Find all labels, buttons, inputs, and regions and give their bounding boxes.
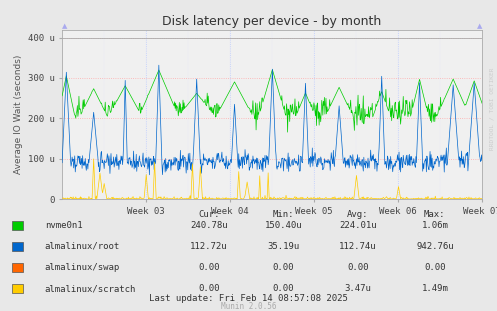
Text: 0.00: 0.00 [198, 284, 220, 293]
Text: Min:: Min: [272, 210, 294, 219]
Text: 35.19u: 35.19u [267, 242, 299, 251]
Text: 0.00: 0.00 [272, 263, 294, 272]
Text: Last update: Fri Feb 14 08:57:08 2025: Last update: Fri Feb 14 08:57:08 2025 [149, 294, 348, 303]
Text: ▲: ▲ [62, 24, 68, 30]
Text: 240.78u: 240.78u [190, 221, 228, 230]
Text: 0.00: 0.00 [424, 263, 446, 272]
Text: 1.49m: 1.49m [421, 284, 448, 293]
Text: almalinux/scratch: almalinux/scratch [45, 284, 136, 293]
Text: nvme0n1: nvme0n1 [45, 221, 83, 230]
Text: 112.74u: 112.74u [339, 242, 377, 251]
Text: 224.01u: 224.01u [339, 221, 377, 230]
Text: almalinux/swap: almalinux/swap [45, 263, 120, 272]
Text: 0.00: 0.00 [347, 263, 369, 272]
Text: 942.76u: 942.76u [416, 242, 454, 251]
Y-axis label: Average IO Wait (seconds): Average IO Wait (seconds) [14, 55, 23, 174]
Text: ▲: ▲ [477, 24, 482, 30]
Title: Disk latency per device - by month: Disk latency per device - by month [163, 15, 382, 28]
Text: Munin 2.0.56: Munin 2.0.56 [221, 302, 276, 311]
Text: RRDTOOL / TOBI OETIKER: RRDTOOL / TOBI OETIKER [490, 67, 495, 150]
Text: Cur:: Cur: [198, 210, 220, 219]
Text: 1.06m: 1.06m [421, 221, 448, 230]
Text: 0.00: 0.00 [198, 263, 220, 272]
Text: 3.47u: 3.47u [344, 284, 371, 293]
Text: 0.00: 0.00 [272, 284, 294, 293]
Text: Max:: Max: [424, 210, 446, 219]
Text: almalinux/root: almalinux/root [45, 242, 120, 251]
Text: 112.72u: 112.72u [190, 242, 228, 251]
Text: 150.40u: 150.40u [264, 221, 302, 230]
Text: Avg:: Avg: [347, 210, 369, 219]
